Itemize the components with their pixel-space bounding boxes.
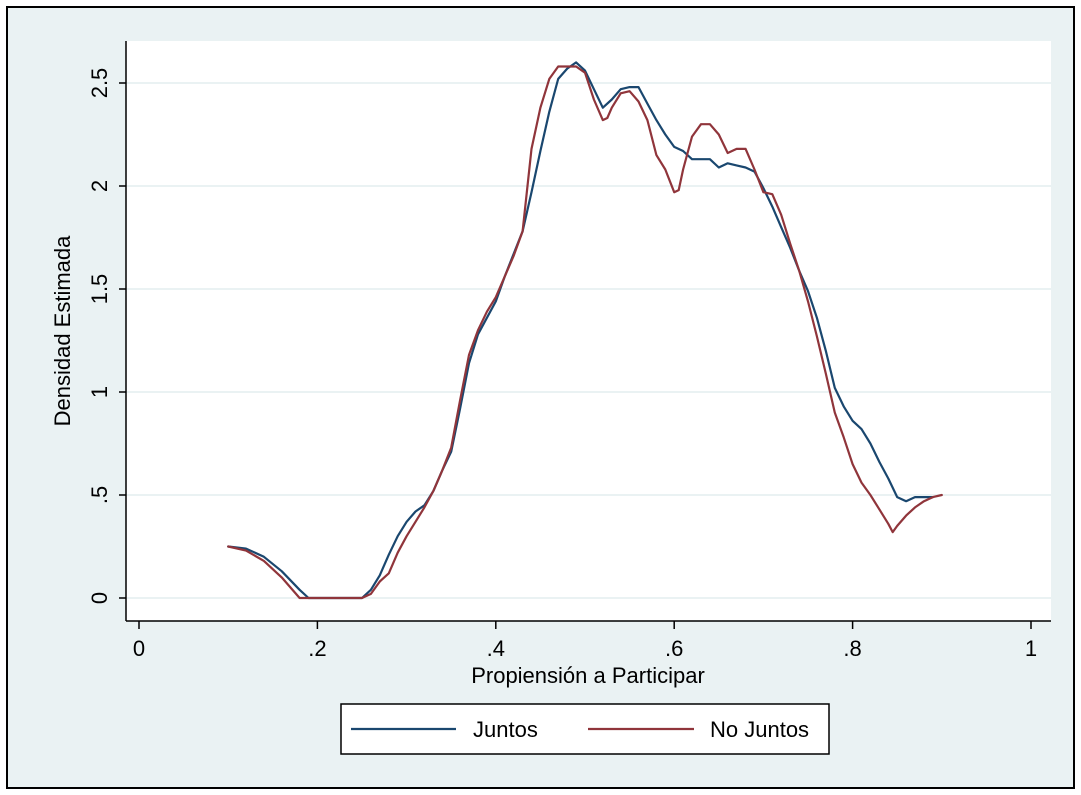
chart-svg: 0 .5 1 1.5 2 2.5 0 .2 .4 .6 .8 1 Propiensión a Part… xyxy=(8,8,1073,787)
y-axis-label: Densidad Estimada xyxy=(50,235,75,427)
x-tick-label: .6 xyxy=(665,636,683,661)
x-tick-label: .4 xyxy=(487,636,505,661)
y-tick-label: 2 xyxy=(87,180,112,192)
y-tick-label: 0 xyxy=(87,592,112,604)
series-line-no-juntos xyxy=(227,65,943,600)
x-tick-label: 1 xyxy=(1025,636,1037,661)
x-tick-label: .8 xyxy=(843,636,861,661)
legend: Juntos No Juntos xyxy=(340,703,830,755)
y-tick-label: 2.5 xyxy=(87,68,112,99)
legend-label: No Juntos xyxy=(710,717,809,742)
series-line-juntos xyxy=(227,61,935,600)
y-tick-label: 1 xyxy=(87,386,112,398)
legend-label: Juntos xyxy=(473,717,538,742)
axes: 0 .5 1 1.5 2 2.5 0 .2 .4 .6 .8 1 xyxy=(87,41,1051,661)
y-tick-label: .5 xyxy=(87,486,112,504)
chart-frame: 0 .5 1 1.5 2 2.5 0 .2 .4 .6 .8 1 Propiensión a Part… xyxy=(6,6,1075,789)
y-tick-label: 1.5 xyxy=(87,274,112,305)
x-tick-label: .2 xyxy=(308,636,326,661)
plot-area xyxy=(126,41,1051,621)
x-tick-label: 0 xyxy=(133,636,145,661)
x-axis-label: Propiensión a Participar xyxy=(471,663,705,688)
series-layer xyxy=(227,61,943,600)
